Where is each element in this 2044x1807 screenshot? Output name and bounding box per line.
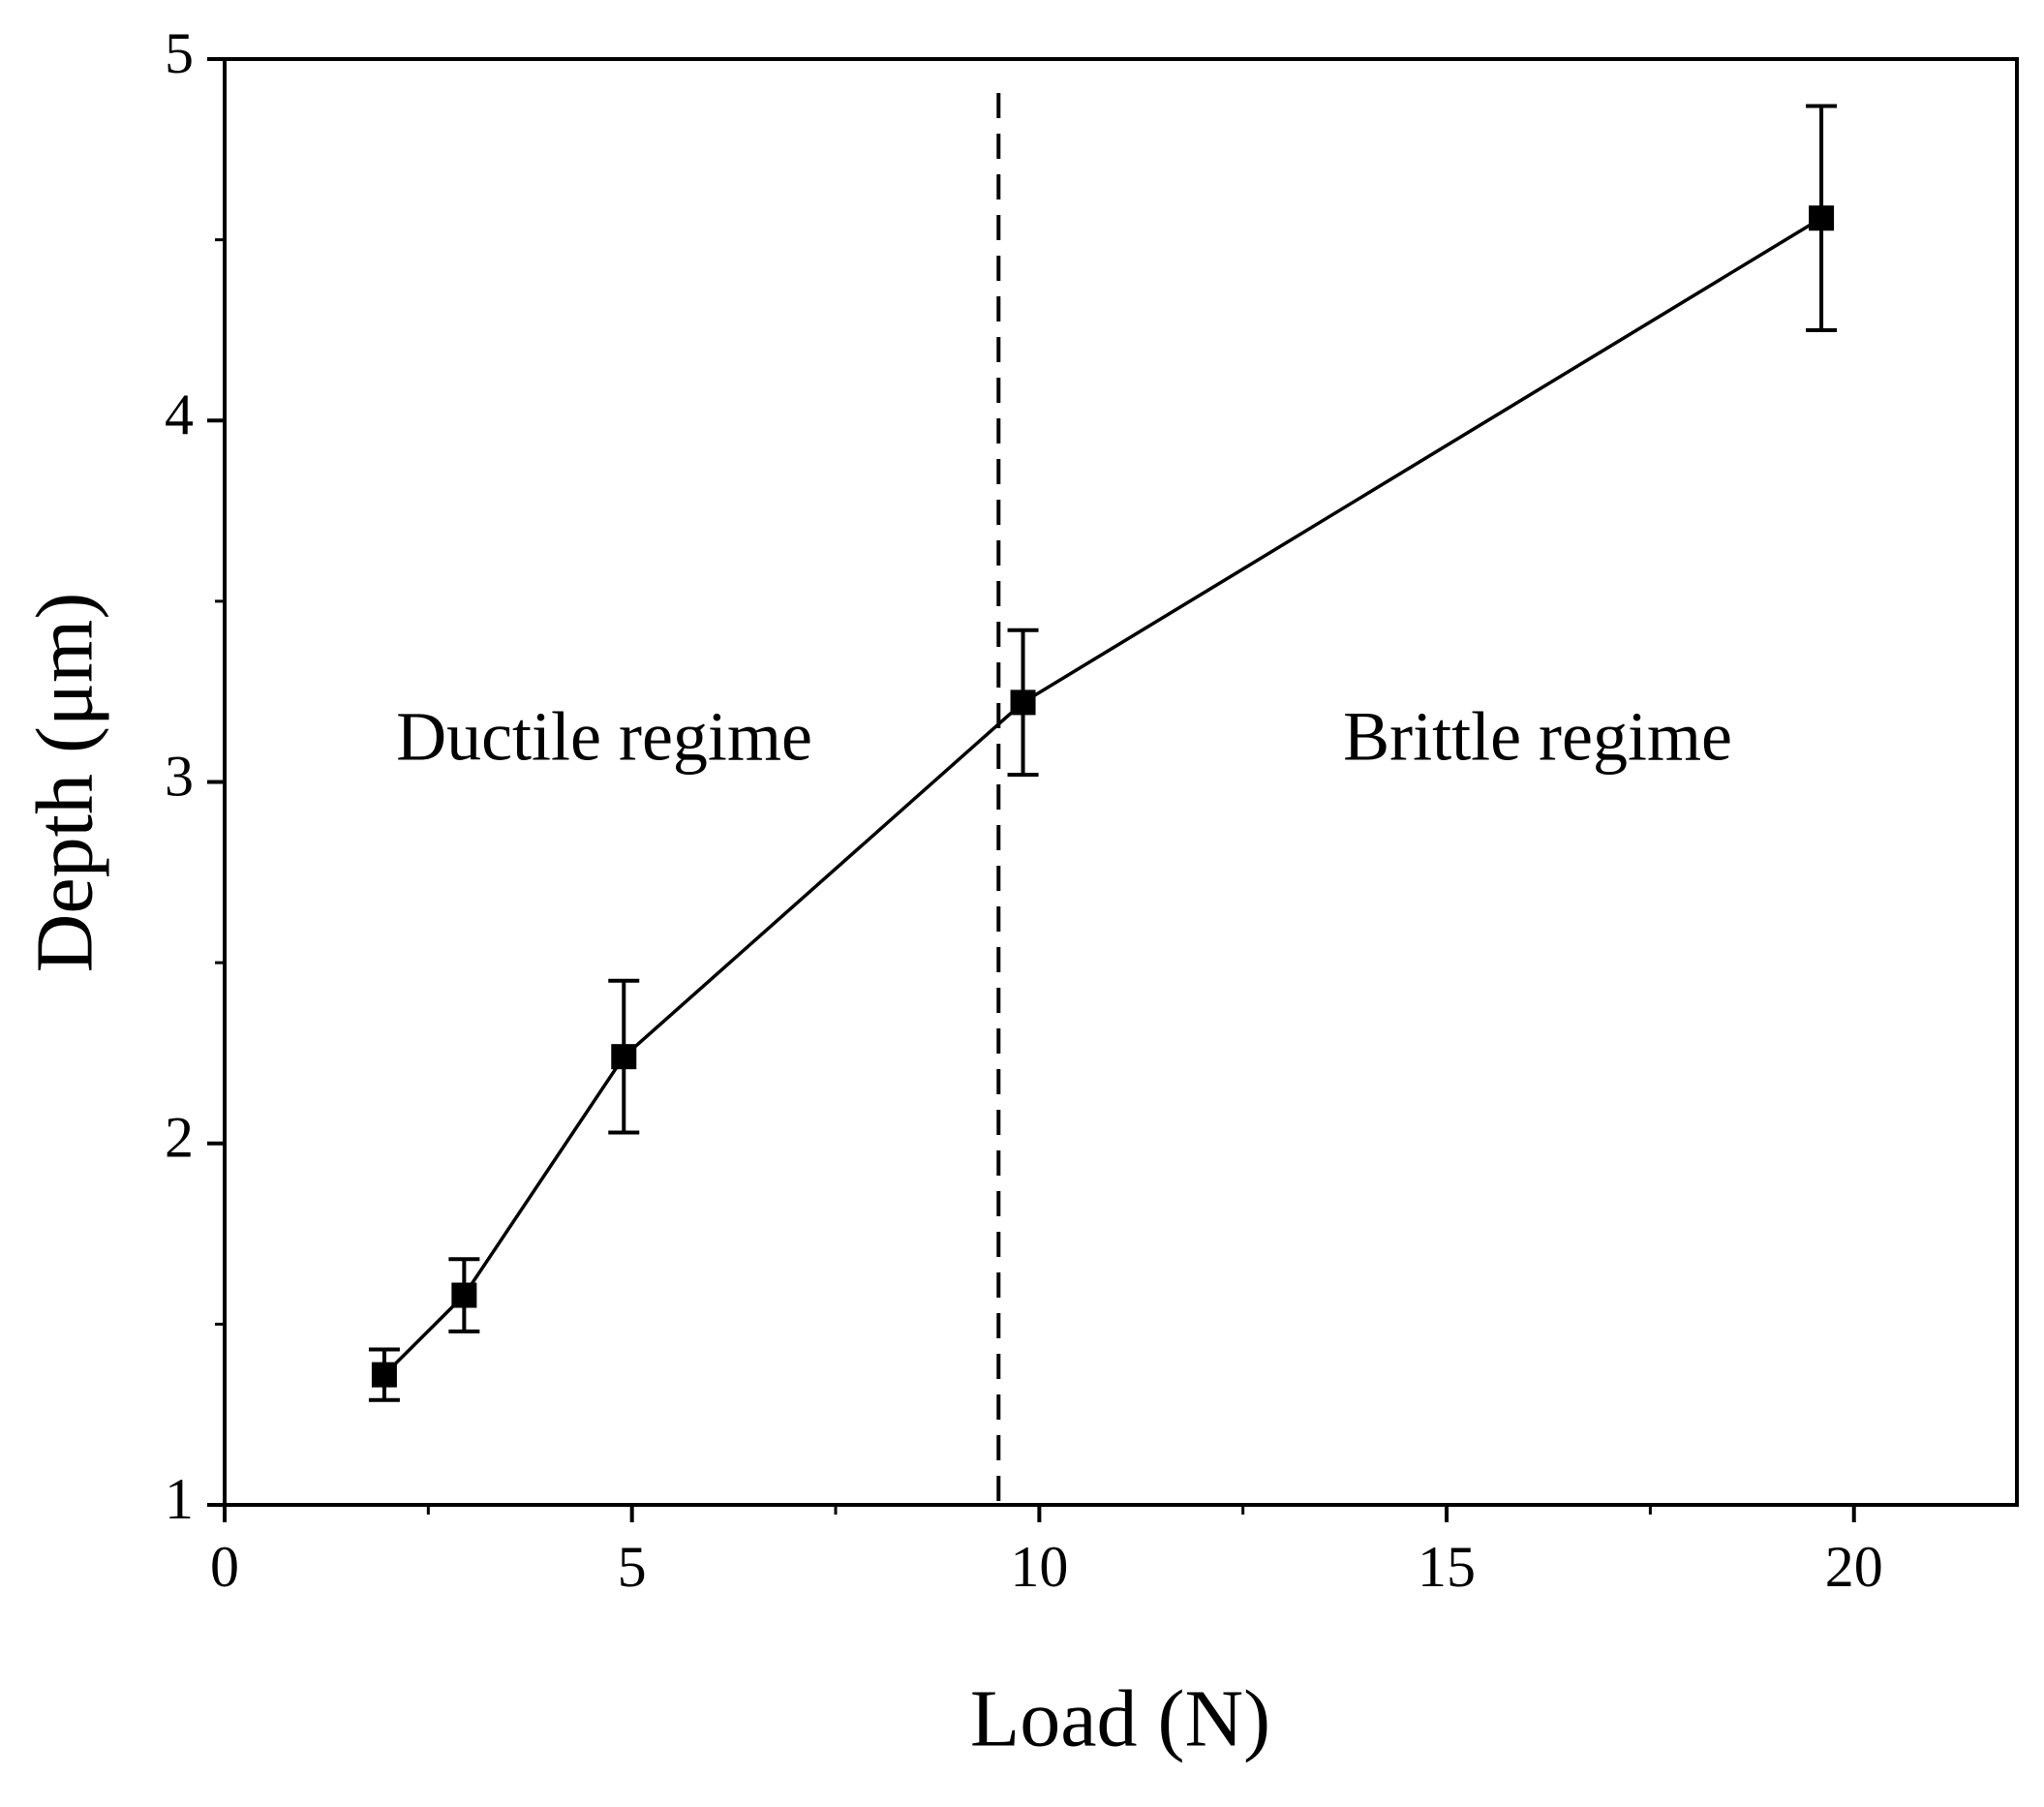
annotation: Brittle regime [1343, 698, 1732, 776]
y-tick-label: 4 [165, 383, 194, 446]
y-tick-label: 1 [165, 1467, 194, 1531]
y-tick-label: 3 [165, 744, 194, 808]
annotation: Ductile regime [396, 698, 812, 776]
x-axis-label: Load (N) [970, 1673, 1270, 1763]
x-tick-label: 0 [210, 1535, 239, 1599]
plot-frame [223, 57, 2019, 1507]
data-point [371, 1362, 397, 1388]
data-point [1809, 205, 1835, 231]
y-tick-label: 5 [165, 21, 194, 85]
x-tick-label: 5 [618, 1535, 647, 1599]
x-tick-label: 10 [1010, 1535, 1068, 1599]
series-line [382, 216, 1822, 1376]
y-tick-label: 2 [165, 1106, 194, 1170]
data-point [451, 1282, 477, 1308]
data-point [611, 1044, 637, 1070]
x-tick-label: 20 [1825, 1535, 1883, 1599]
data-point [1010, 689, 1036, 716]
y-axis-label: Depth (μm) [19, 593, 109, 973]
x-tick-label: 15 [1418, 1535, 1476, 1599]
